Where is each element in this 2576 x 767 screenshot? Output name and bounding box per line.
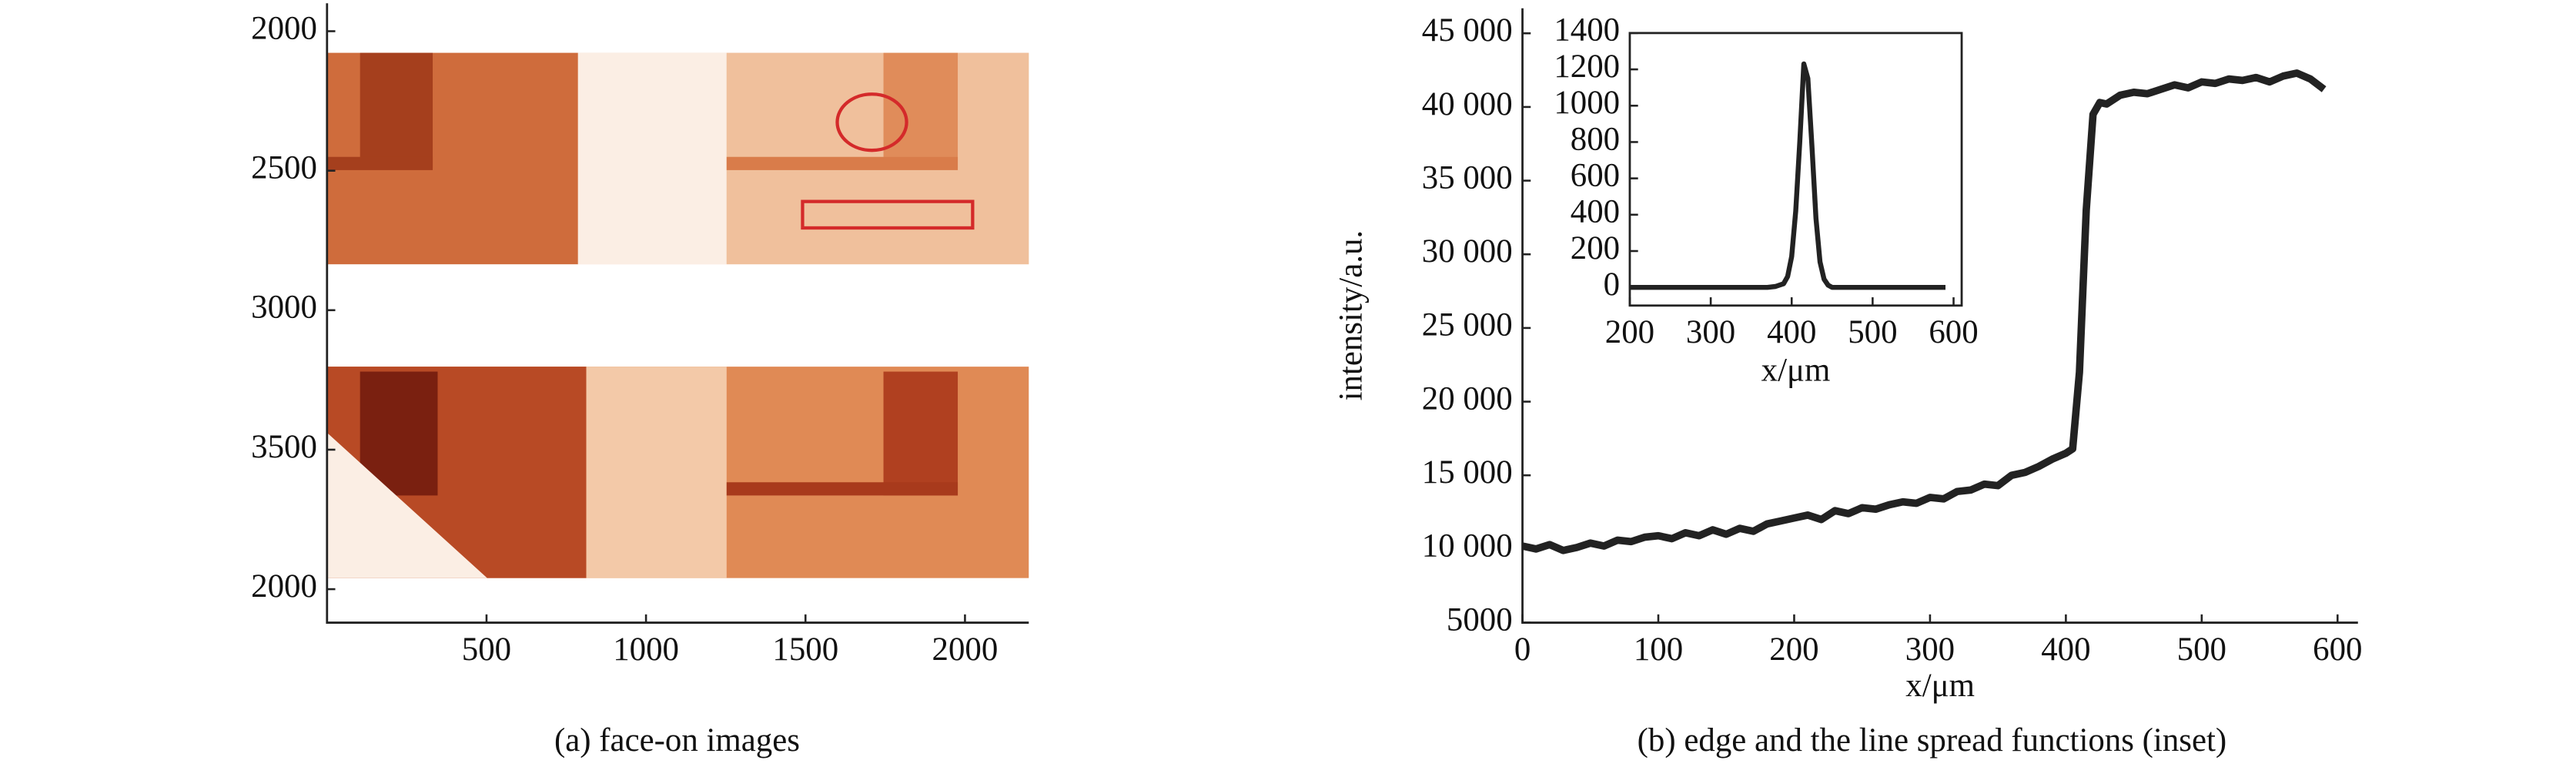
x-tick-label: 2000 (932, 631, 999, 668)
x-tick-label: 500 (1848, 314, 1897, 350)
y-tick-label: 3000 (251, 290, 317, 326)
y-tick-label: 30 000 (1422, 233, 1513, 270)
y-tick-label: 20 000 (1422, 380, 1513, 417)
x-tick-label: 400 (2041, 631, 2090, 668)
y-tick-label: 3500 (251, 429, 317, 465)
x-tick-label: 500 (2177, 631, 2226, 668)
x-tick-label: 200 (1605, 314, 1654, 350)
x-tick-label: 300 (1686, 314, 1735, 350)
caption: (b) edge and the line spread functions (… (1638, 722, 2227, 759)
y-tick-label: 45 000 (1422, 12, 1513, 49)
y-tick-label: 25 000 (1422, 307, 1513, 343)
data-line (1521, 69, 2327, 554)
y-tick-label: 0 (1604, 266, 1620, 303)
y-tick-label: 40 000 (1422, 86, 1513, 122)
data-line (1629, 61, 1946, 290)
x-tick-label: 200 (1769, 631, 1818, 668)
x-tick-label: 1500 (772, 631, 838, 668)
y-tick-label: 600 (1571, 157, 1620, 193)
y-tick-label: 35 000 (1422, 159, 1513, 196)
caption: (a) face-on images (554, 722, 800, 759)
y-tick-label: 2000 (251, 10, 317, 46)
x-tick-label: 0 (1514, 631, 1531, 668)
x-tick-label: 1000 (613, 631, 679, 668)
y-tick-label: 800 (1571, 121, 1620, 157)
axes (326, 3, 1029, 624)
y-tick-label: 10 000 (1422, 528, 1513, 564)
y-tick-label: 15 000 (1422, 454, 1513, 491)
x-tick-label: 500 (462, 631, 511, 668)
x-axis-label: x/μm (1761, 353, 1831, 389)
x-tick-label: 300 (1905, 631, 1955, 668)
x-tick-label: 400 (1767, 314, 1816, 350)
y-tick-label: 400 (1571, 194, 1620, 230)
face-on-image (326, 52, 1029, 578)
y-axis-label: intensity/a.u. (1333, 230, 1370, 401)
x-axis-label: x/μm (1905, 668, 1975, 704)
x-tick-label: 600 (1929, 314, 1978, 350)
y-tick-label: 5000 (1447, 601, 1513, 638)
y-tick-label: 200 (1571, 230, 1620, 266)
inset-frame (1628, 32, 1963, 307)
y-tick-label: 2500 (251, 150, 317, 186)
x-tick-label: 600 (2313, 631, 2362, 668)
y-tick-label: 1200 (1554, 49, 1620, 85)
y-tick-label: 1400 (1554, 12, 1620, 49)
y-tick-label: 1000 (1554, 85, 1620, 121)
y-tick-label: 2000 (251, 568, 317, 605)
x-tick-label: 100 (1634, 631, 1683, 668)
